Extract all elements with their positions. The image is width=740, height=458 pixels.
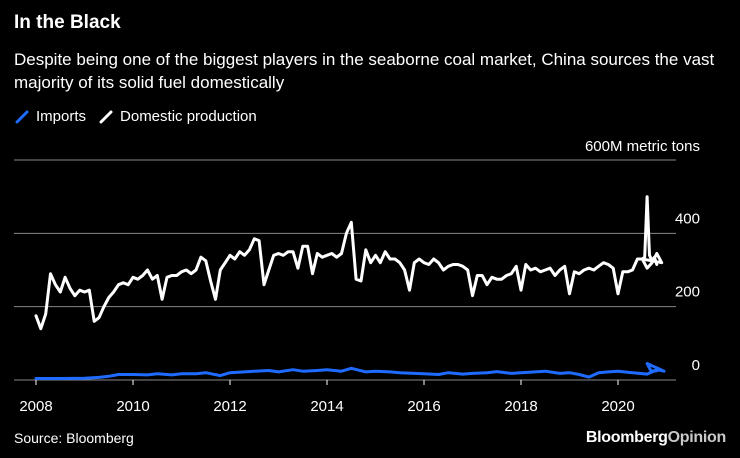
x-tick-label: 2010 — [116, 398, 149, 415]
brand-secondary: Opinion — [667, 429, 727, 446]
x-tick-label: 2008 — [19, 398, 52, 415]
legend: Imports Domestic production — [14, 108, 269, 125]
gridlines — [14, 159, 676, 381]
bloomberg-opinion-logo: BloombergOpinion — [586, 429, 726, 447]
x-tick-label: 2018 — [504, 398, 537, 415]
y-tick-label: 400 — [675, 210, 700, 227]
y-axis-label: 600M metric tons — [585, 138, 700, 155]
chart-title: In the Black — [14, 12, 121, 33]
legend-item-imports: Imports — [14, 108, 86, 125]
x-tick-label: 2014 — [310, 398, 343, 415]
imports-line-icon — [15, 110, 29, 123]
series-line-imports — [34, 362, 666, 380]
y-tick-label: 0 — [692, 357, 700, 374]
brand-main: Bloomberg — [585, 429, 668, 446]
series-lines — [34, 195, 666, 380]
x-tick-label: 2016 — [407, 398, 440, 415]
legend-label-domestic: Domestic production — [120, 108, 257, 125]
y-tick-label: 200 — [675, 284, 700, 301]
x-axis: 2008 2010 2012 2014 2016 2018 2020 — [19, 380, 635, 415]
chart-subtitle: Despite being one of the biggest players… — [14, 50, 715, 92]
legend-label-imports: Imports — [36, 108, 87, 125]
source-note: Source: Bloomberg — [14, 430, 134, 446]
series-line-domestic-production — [34, 195, 664, 331]
x-tick-label: 2012 — [213, 398, 246, 415]
legend-item-domestic: Domestic production — [98, 108, 257, 125]
domestic-line-icon — [99, 110, 113, 123]
x-tick-label: 2020 — [601, 398, 634, 415]
y-axis: 600M metric tons 0 200 400 — [585, 138, 700, 374]
